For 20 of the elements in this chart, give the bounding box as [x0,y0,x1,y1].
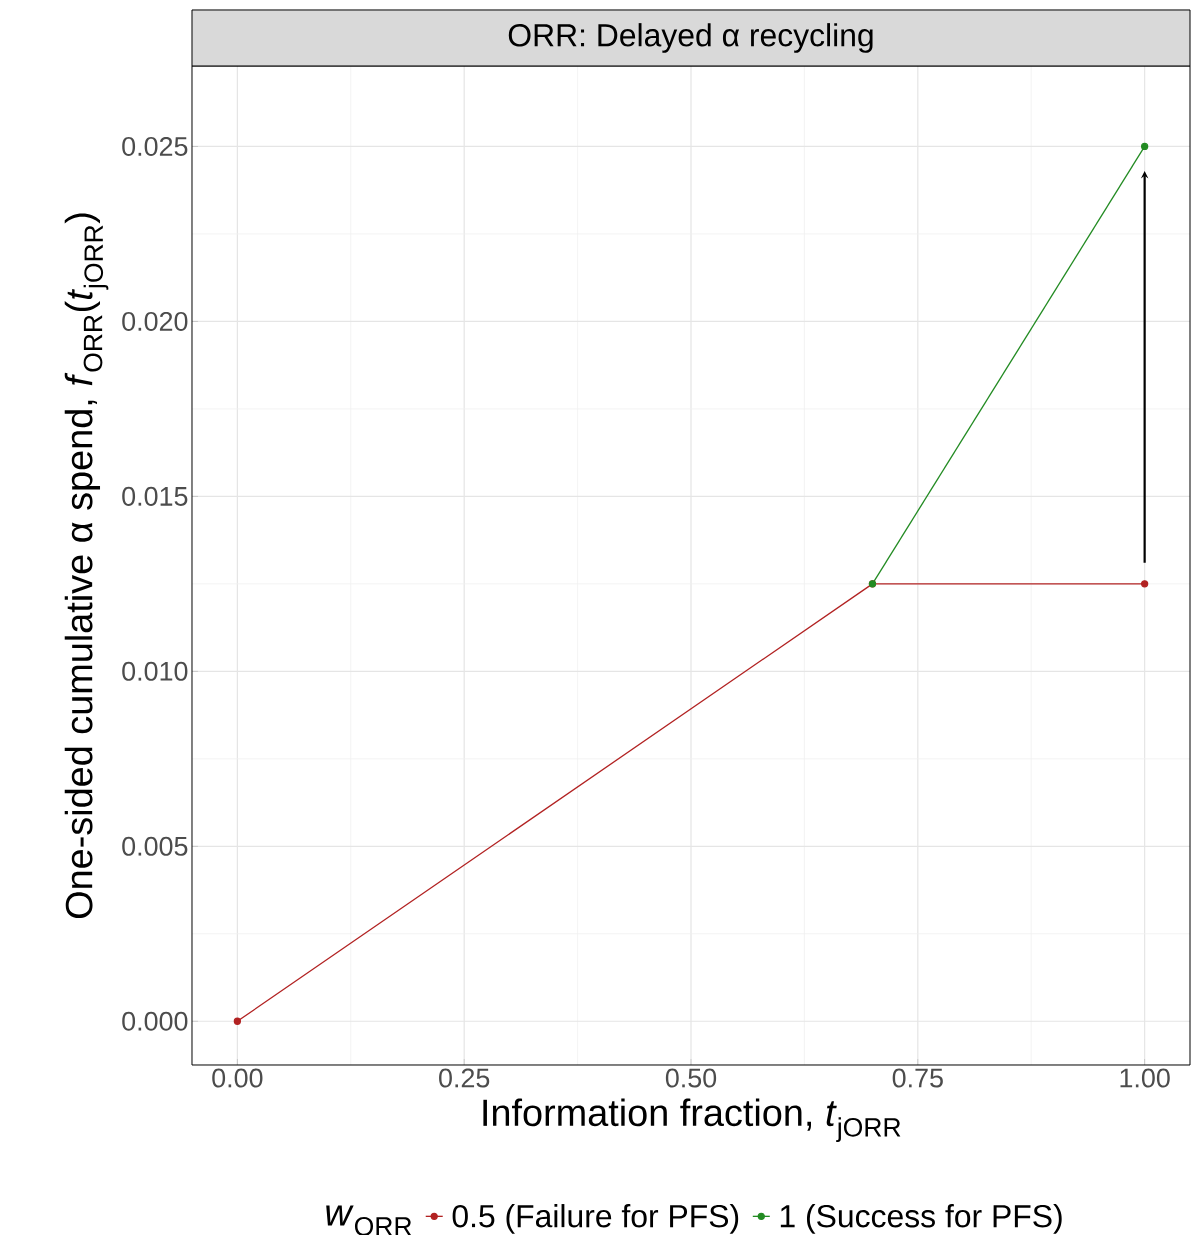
y-tick-label: 0.000 [122,1011,188,1031]
point [1140,142,1149,151]
legend-title: w$_{ORR}$ [326,1205,412,1235]
y-axis-title: One-sided cumulative α spend, f$_{ORR}$(t$_{jORR}$) [64,213,109,919]
x-tick-label: 0.25 [439,1068,490,1088]
x-tick-label: 0.00 [212,1068,263,1088]
y-tick-label: 0.020 [122,311,188,331]
point [233,1017,242,1025]
point [1140,580,1149,588]
x-tick-label: 1.00 [1120,1068,1170,1088]
legend-label: 0.5 (Failure for PFS) [452,1204,739,1234]
legend-label: 1 (Success for PFS) [780,1204,1062,1234]
y-tick-label: 0.015 [122,486,188,506]
chart-title: ORR: Delayed α recycling [508,23,873,53]
y-tick-label: 0.010 [122,661,188,681]
x-tick-label: 0.50 [665,1068,717,1088]
x-axis-title: Information fraction, t$_{jORR}$ [483,1098,901,1142]
x-tick-label: 0.75 [892,1068,943,1088]
y-tick-label: 0.005 [122,836,188,856]
y-tick-label: 0.025 [122,136,188,156]
